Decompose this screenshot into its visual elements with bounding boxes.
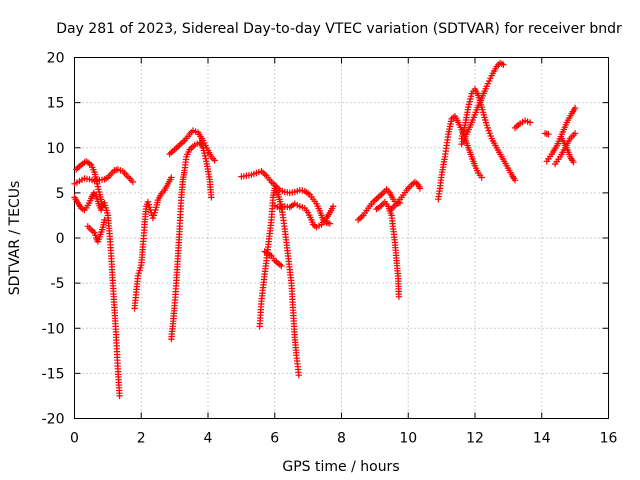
x-tick-label: 12: [466, 431, 484, 447]
data-point-marker: [570, 159, 577, 166]
x-tick-label: 14: [533, 431, 551, 447]
data-series: [71, 59, 579, 400]
data-series-arc-15: [435, 113, 485, 203]
x-tick-label: 0: [70, 431, 79, 447]
x-tick-label: 4: [204, 431, 213, 447]
axis-ticks: [74, 57, 609, 419]
data-series-arc-16: [458, 85, 519, 184]
data-series-arc-6: [168, 139, 215, 343]
chart-title: Day 281 of 2023, Sidereal Day-to-day VTE…: [56, 21, 622, 37]
data-series-arc-5: [131, 174, 175, 312]
y-tick-label: -10: [42, 321, 65, 337]
y-tick-label: -20: [42, 412, 65, 428]
data-point-marker: [326, 220, 333, 227]
data-series-arc-10: [261, 248, 285, 270]
data-series-arc-18: [511, 117, 534, 132]
data-series-arc-2: [73, 158, 106, 210]
data-series-arc-1: [71, 166, 137, 187]
data-series-arc-12: [355, 186, 404, 224]
data-point-marker: [526, 119, 534, 126]
y-tick-label: 5: [56, 186, 65, 202]
y-tick-label: 15: [47, 96, 65, 112]
data-point-marker: [211, 157, 218, 164]
data-point-marker: [168, 174, 175, 181]
data-series-arc-17: [458, 59, 507, 148]
data-point-marker: [208, 194, 215, 201]
data-series-arc-22: [558, 135, 577, 166]
data-point-marker: [571, 104, 579, 112]
data-point-marker: [101, 216, 108, 224]
data-point-marker: [73, 166, 80, 173]
data-series-arc-8: [238, 168, 333, 227]
x-tick-labels: 0 2 4 6 8 10 12 14 16: [70, 431, 617, 447]
y-tick-label: 20: [47, 51, 65, 67]
data-point-marker: [511, 124, 519, 132]
data-point-marker: [395, 293, 403, 300]
data-series-arc-13: [373, 198, 403, 300]
data-point-marker: [545, 131, 552, 138]
y-tick-label: 10: [47, 141, 65, 157]
y-tick-label: -15: [42, 366, 65, 382]
data-series-arc-4: [84, 216, 108, 245]
data-series-arc-11: [271, 200, 337, 231]
data-point-marker: [416, 185, 424, 192]
x-tick-label: 8: [337, 431, 346, 447]
x-tick-label: 2: [137, 431, 146, 447]
x-tick-label: 10: [399, 431, 417, 447]
x-tick-label: 16: [600, 431, 618, 447]
data-point-marker: [94, 180, 101, 187]
x-axis-label: GPS time / hours: [282, 459, 399, 475]
y-tick-label: 0: [56, 231, 65, 247]
data-point-marker: [278, 262, 285, 270]
y-tick-labels: -20 -15 -10 -5 0 5 10 15 20: [42, 51, 65, 428]
grid-lines: [74, 57, 609, 419]
data-point-marker: [571, 130, 579, 137]
data-point-marker: [478, 174, 485, 181]
data-point-marker: [330, 203, 337, 210]
data-point-marker: [129, 178, 137, 186]
data-point-marker: [116, 392, 123, 400]
data-series-arc-9: [256, 185, 302, 379]
data-series-arc-14: [388, 178, 424, 213]
data-point-marker: [511, 177, 519, 184]
data-series-arc-7: [166, 127, 218, 164]
data-point-marker: [500, 61, 507, 68]
data-series-arc-3: [71, 189, 123, 400]
data-series-arc-19: [541, 130, 552, 138]
data-series-arc-20: [543, 104, 579, 165]
data-point-marker: [295, 372, 302, 379]
x-tick-label: 6: [270, 431, 279, 447]
y-axis-label: SDTVAR / TECUs: [7, 181, 23, 296]
y-tick-label: -5: [51, 276, 65, 292]
